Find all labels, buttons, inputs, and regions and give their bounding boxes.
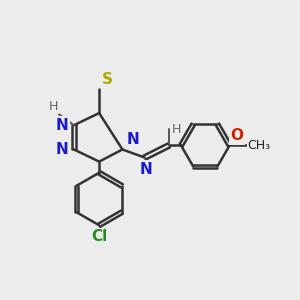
Text: H: H <box>171 123 181 136</box>
Text: N: N <box>139 162 152 177</box>
Text: Cl: Cl <box>91 229 107 244</box>
Text: N: N <box>56 118 69 133</box>
Text: H: H <box>48 100 58 113</box>
Text: O: O <box>231 128 244 143</box>
Text: S: S <box>102 72 112 87</box>
Text: CH₃: CH₃ <box>248 139 271 152</box>
Text: N: N <box>127 133 139 148</box>
Text: N: N <box>56 142 69 157</box>
